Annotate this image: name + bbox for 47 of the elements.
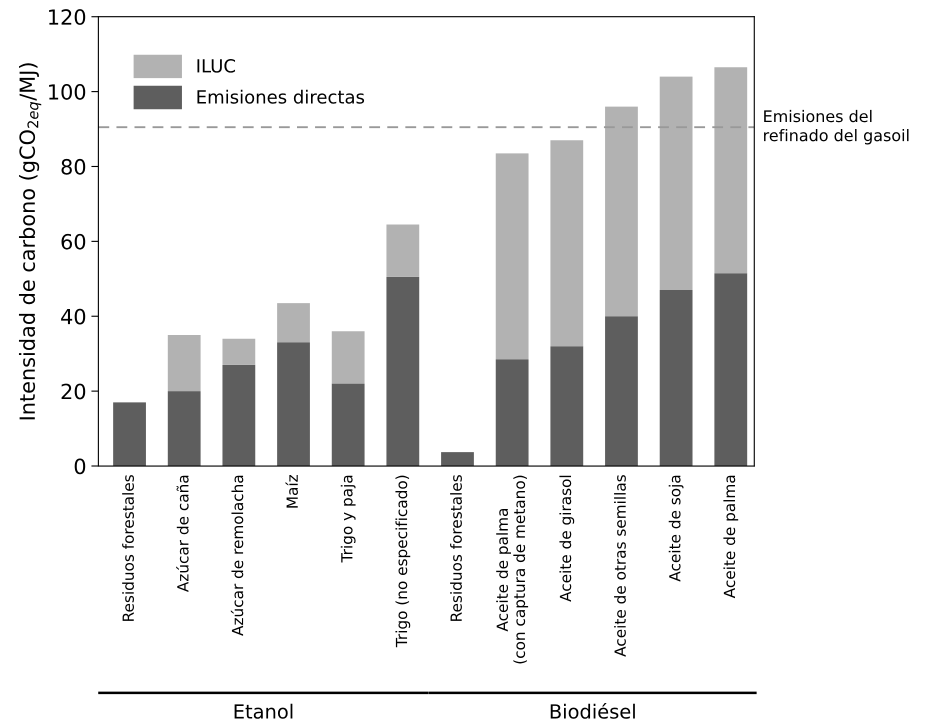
x-tick-label: Aceite de girasol (559, 476, 574, 602)
x-tick-label: Aceite de palma (723, 476, 738, 598)
bar (496, 153, 529, 360)
bar (386, 276, 420, 466)
y-tick-label: 0 (74, 458, 86, 474)
x-tick-label: Azúcar de caña (176, 476, 189, 592)
text: Biodiésel (550, 702, 635, 719)
x-tick-label: Aceite de palma (con captura de metano) (496, 476, 528, 664)
x-tick-label: Azúcar de remolacha (230, 476, 244, 636)
bar (660, 290, 693, 466)
y-tick-label: 100 (49, 84, 86, 100)
y-tick-label: 60 (62, 234, 86, 250)
bar (332, 331, 365, 384)
bar (714, 273, 748, 466)
y-tick-label: 40 (61, 308, 86, 324)
bar (660, 76, 693, 290)
y-tick-label: 80 (61, 158, 86, 175)
bar (605, 316, 638, 466)
y-tick-label: 120 (49, 9, 86, 25)
x-tick-label: Trigo (no especificado) (395, 476, 410, 648)
bar (386, 224, 420, 277)
bar (168, 334, 201, 392)
bar (222, 338, 256, 365)
bar (277, 342, 310, 466)
bar (332, 384, 365, 466)
y-axis-title: Intensidad de carbono (gCO$_{2eq}$/MJ) (18, 63, 42, 420)
bar (222, 364, 256, 466)
bar (550, 140, 584, 346)
bar (441, 452, 474, 466)
x-tick-label: Aceite de otras semillas (614, 475, 626, 657)
x-tick-label: Aceite de soja (668, 476, 684, 582)
bar (168, 391, 201, 466)
legend-label: ILUC (197, 59, 236, 73)
bar (496, 359, 529, 466)
bar (605, 106, 638, 316)
text: Etanol (234, 704, 292, 719)
bar (714, 67, 748, 274)
x-tick-label: Trigo y paja (340, 476, 356, 562)
x-tick-label: Maíz (286, 474, 298, 508)
ref-line-label: Emisiones del refinado del gasoil (764, 110, 908, 144)
y-tick-label: 20 (62, 384, 86, 400)
x-tick-label: Residuos forestales (122, 475, 134, 621)
x-tick-label: Residuos forestales (450, 475, 462, 621)
bar (277, 303, 310, 342)
legend-label: Emisiones directas (197, 90, 364, 104)
bar (550, 346, 584, 466)
bar (113, 402, 146, 466)
